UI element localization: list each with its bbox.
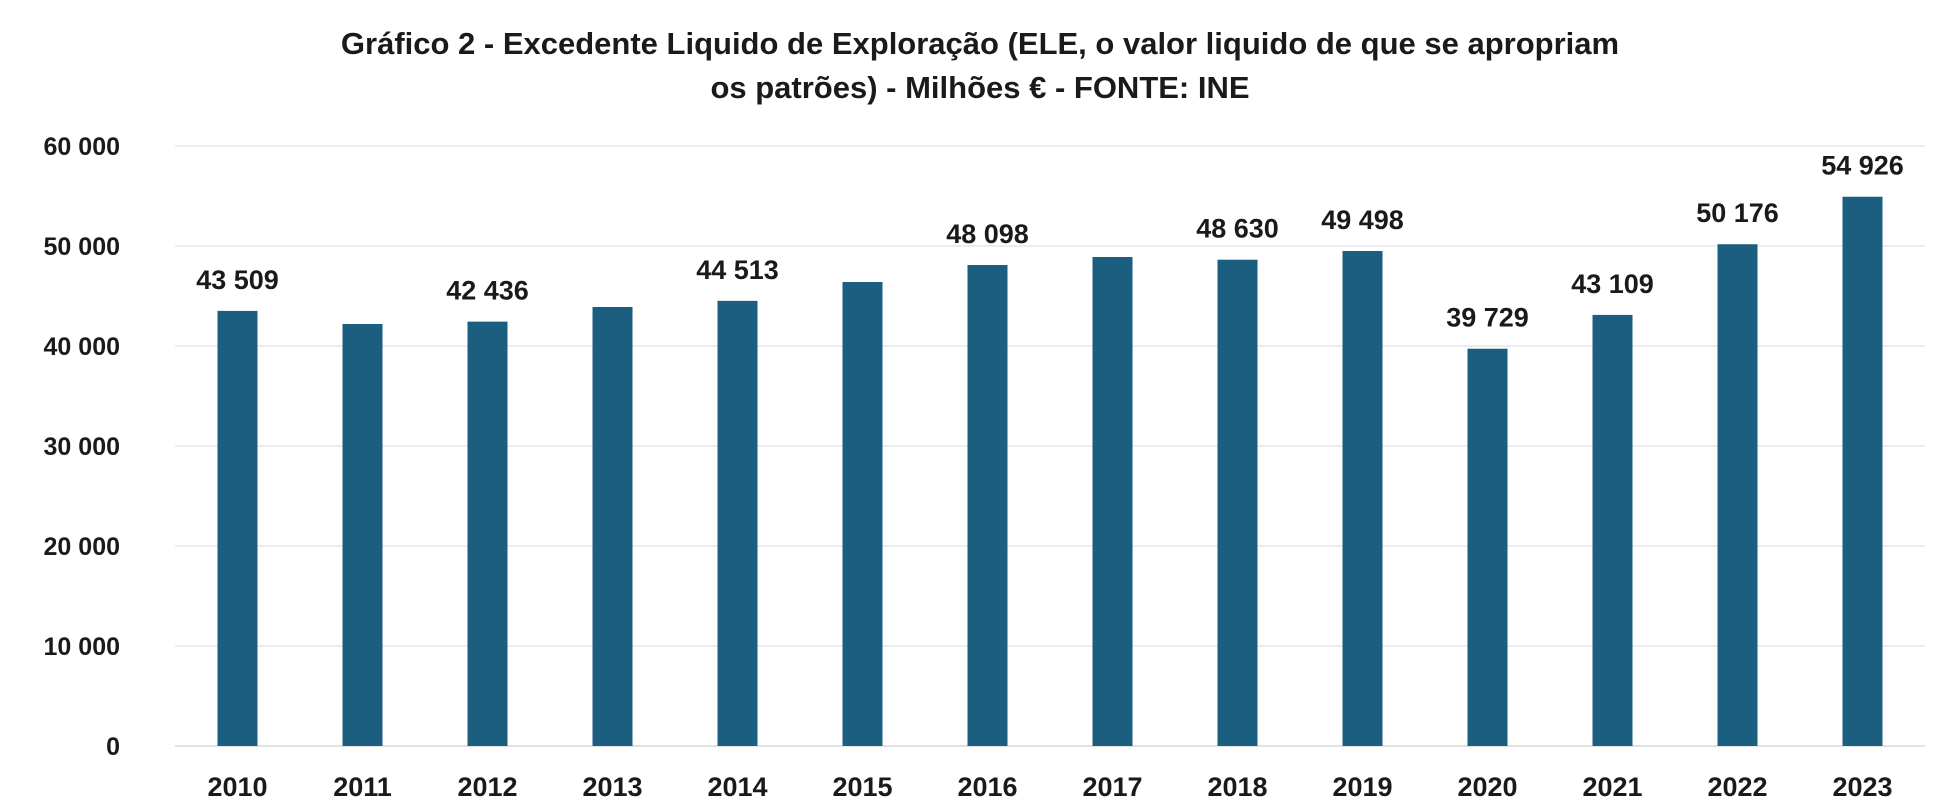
x-tick-label: 2011	[333, 772, 392, 802]
bar	[342, 324, 383, 746]
data-label: 48 098	[946, 219, 1029, 249]
y-axis: 0 10 000 20 000 30 000 40 000 50 000 60 000	[44, 133, 120, 761]
x-axis: 2010 2011 2012 2013 2014 2015 2016 2017 2018 2019…	[207, 772, 1892, 802]
data-labels: 43 509 42 436 44 513 48 098 48 630 49 498 39 7…	[196, 151, 1904, 333]
x-tick-label: 2017	[1082, 772, 1142, 802]
bar	[842, 282, 883, 746]
y-tick-label: 50 000	[44, 233, 120, 261]
data-label: 48 630	[1196, 214, 1279, 244]
bar	[1342, 251, 1383, 746]
x-tick-label: 2018	[1207, 772, 1267, 802]
gridlines	[175, 145, 1925, 747]
bar	[467, 321, 508, 746]
bar	[967, 265, 1008, 746]
x-tick-label: 2019	[1332, 772, 1392, 802]
x-tick-label: 2016	[957, 772, 1017, 802]
bar	[1842, 196, 1883, 747]
bar	[1217, 259, 1258, 746]
x-tick-label: 2013	[582, 772, 642, 802]
x-tick-label: 2023	[1832, 772, 1892, 802]
y-tick-label: 10 000	[44, 633, 120, 661]
data-label: 50 176	[1696, 198, 1779, 228]
data-label: 49 498	[1321, 205, 1404, 235]
data-label: 44 513	[696, 255, 779, 285]
chart-title: Gráfico 2 - Excedente Liquido de Explora…	[140, 22, 1820, 110]
bar	[1467, 348, 1508, 746]
bar	[717, 300, 758, 746]
data-label: 43 109	[1571, 269, 1654, 299]
data-label: 42 436	[446, 276, 529, 306]
y-tick-label: 20 000	[44, 533, 120, 561]
bar	[1717, 244, 1758, 747]
x-tick-label: 2012	[457, 772, 517, 802]
x-tick-label: 2021	[1582, 772, 1642, 802]
y-tick-label: 60 000	[44, 133, 120, 161]
y-tick-label: 40 000	[44, 333, 120, 361]
bar	[217, 310, 258, 746]
data-label: 39 729	[1446, 303, 1529, 333]
bar	[1092, 257, 1133, 746]
bars	[217, 196, 1883, 747]
chart-title-line1: Gráfico 2 - Excedente Liquido de Explora…	[340, 26, 1620, 61]
data-label: 54 926	[1821, 151, 1904, 181]
bar	[592, 307, 633, 746]
y-tick-label: 30 000	[44, 433, 120, 461]
x-tick-label: 2010	[207, 772, 267, 802]
bar	[1592, 314, 1633, 746]
y-tick-label: 0	[106, 733, 120, 761]
chart-title-line2: os patrões) - Milhões € - FONTE: INE	[710, 70, 1250, 105]
x-tick-label: 2022	[1707, 772, 1767, 802]
x-tick-label: 2014	[707, 772, 767, 802]
x-tick-label: 2020	[1457, 772, 1517, 802]
data-label: 43 509	[196, 265, 279, 295]
x-tick-label: 2015	[832, 772, 892, 802]
